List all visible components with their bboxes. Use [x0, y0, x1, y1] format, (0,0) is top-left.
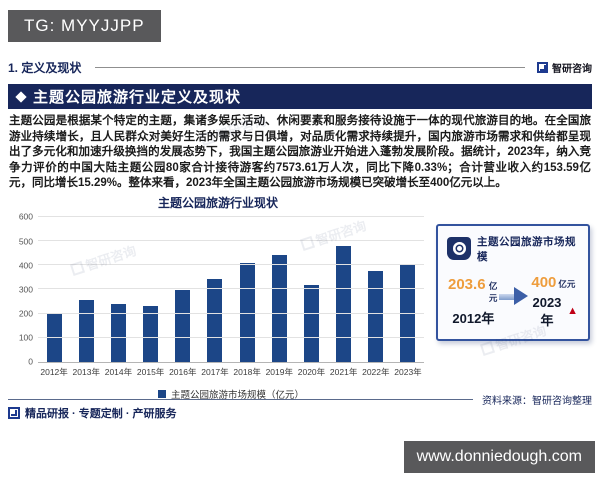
- bar-slot: [328, 217, 360, 362]
- x-tick-label: 2013年: [72, 366, 100, 377]
- x-tick-label: 2018年: [233, 366, 261, 377]
- chart-plot-area: 0 100 200 300 400 500 600: [19, 213, 424, 366]
- card-body: 203.6 亿元 2012年 400 亿元 2023年: [447, 274, 579, 329]
- y-tick-label: 0: [28, 356, 33, 367]
- footer-logo-icon: [8, 407, 20, 419]
- section-label: 1. 定义及现状: [8, 60, 82, 75]
- bar-chart: 主题公园旅游行业现状 0 100 200 300 400 500 600 2012年 2013…: [12, 194, 424, 401]
- bar-slot: [167, 217, 199, 362]
- y-tick-label: 600: [18, 211, 33, 222]
- x-tick-label: 2022年: [362, 366, 390, 377]
- bar-slot: [199, 217, 231, 362]
- section-title-banner: 主题公园旅游行业定义及现状: [8, 84, 592, 109]
- bar-slot: [102, 217, 134, 362]
- x-tick-label: 2017年: [201, 366, 229, 377]
- bar-slot: [263, 217, 295, 362]
- slide-header: 1. 定义及现状 智研咨询: [8, 55, 592, 79]
- x-tick-label: 2021年: [329, 366, 358, 377]
- card-title: 主题公园旅游市场规模: [477, 235, 576, 263]
- content-area: 主题公园旅游行业现状 0 100 200 300 400 500 600 2012年 2013…: [8, 194, 592, 402]
- x-tick-label: 2014年: [104, 366, 133, 377]
- badge-circle-icon: [452, 242, 466, 256]
- zhiyan-logo-icon: [537, 61, 548, 73]
- stat-value-2012: 203.6: [448, 275, 486, 293]
- services-row: 精品研报 · 专题定制 · 产研服务: [8, 405, 177, 421]
- chart-plot: [38, 217, 424, 362]
- y-tick-label: 300: [18, 284, 33, 295]
- header-divider: [95, 66, 525, 68]
- gridline: [38, 288, 424, 290]
- bar-2021年: [336, 245, 352, 362]
- up-arrow-icon: ▲: [567, 305, 578, 318]
- bar-2015年: [143, 305, 159, 362]
- services-label: 精品研报 · 专题定制 · 产研服务: [25, 408, 177, 420]
- y-tick-label: 500: [18, 235, 33, 246]
- source-label: 资料来源：智研咨询整理: [482, 396, 592, 407]
- bar-slot: [70, 217, 102, 362]
- bar-slot: [38, 217, 70, 362]
- gridline: [38, 312, 424, 314]
- stat-unit-2012: 亿元: [488, 280, 498, 303]
- chart-title: 主题公园旅游行业现状: [157, 195, 278, 210]
- banner-title: 主题公园旅游行业定义及现状: [33, 89, 242, 106]
- bar-2017年: [207, 279, 223, 362]
- bar-slot: [231, 217, 263, 362]
- x-tick-label: 2019年: [265, 366, 293, 377]
- bar-2014年: [110, 304, 126, 362]
- chart-x-axis: 2012年 2013年 2014年 2015年 2016年 2017年 2018年 2019年…: [38, 366, 424, 378]
- x-tick-label: 2016年: [169, 366, 197, 377]
- stat-unit-2023: 亿元: [558, 278, 576, 289]
- gridline: [38, 264, 424, 266]
- badge-icon: [447, 237, 471, 261]
- bar-slot: [360, 217, 392, 362]
- brand-name: 智研咨询: [552, 63, 592, 75]
- gridline: [38, 336, 424, 338]
- x-tick-label: 2015年: [136, 366, 165, 377]
- bar-slot: [392, 217, 424, 362]
- bar-slot: [135, 217, 167, 362]
- report-slide: 1. 定义及现状 智研咨询 主题公园旅游行业定义及现状 主题公园是根据某个特定的…: [8, 55, 592, 429]
- stat-value-2023: 400: [531, 273, 557, 291]
- legend-label: 主题公园旅游市场规模（亿元）: [170, 389, 304, 401]
- tg-handle-badge: TG: MYYJJPP: [8, 10, 161, 42]
- bar-2023年: [400, 265, 416, 362]
- bar-2019年: [271, 255, 287, 362]
- x-tick-label: 2012年: [40, 366, 68, 377]
- gridline: [38, 240, 424, 242]
- y-tick-label: 200: [18, 308, 33, 319]
- market-size-card: 主题公园旅游市场规模 203.6 亿元 2012年 4: [436, 223, 590, 341]
- bar-slot: [295, 217, 327, 362]
- source-row: 资料来源：智研咨询整理: [8, 392, 592, 407]
- source-divider: [8, 399, 473, 400]
- stat-2023: 400 亿元 2023年 ▲: [529, 274, 578, 329]
- stat-2012: 203.6 亿元 2012年: [448, 276, 499, 327]
- bar-2013年: [78, 300, 94, 362]
- bar-2022年: [368, 270, 384, 362]
- bar-2016年: [175, 290, 191, 362]
- diamond-icon: [15, 90, 27, 103]
- site-url-badge: www.donniedough.com: [403, 441, 595, 473]
- card-header: 主题公园旅游市场规模: [447, 234, 579, 264]
- legend-swatch: [157, 389, 166, 398]
- stat-year-2023: 2023年: [532, 294, 562, 328]
- intro-paragraph: 主题公园是根据某个特定的主题，集诸多娱乐活动、休闲要素和服务接待设施于一体的现代…: [9, 115, 591, 190]
- stat-year-2012: 2012年: [452, 310, 495, 326]
- trend-arrow-icon: [498, 287, 529, 306]
- bar-2020年: [303, 284, 319, 362]
- x-tick-label: 2023年: [394, 366, 422, 377]
- x-tick-label: 2020年: [297, 366, 326, 377]
- y-tick-label: 400: [18, 260, 33, 271]
- chart-legend: 主题公园旅游市场规模（亿元）: [38, 387, 424, 401]
- gridline: [38, 215, 424, 217]
- y-tick-label: 100: [18, 332, 33, 343]
- brand-logo: 智研咨询: [537, 60, 592, 75]
